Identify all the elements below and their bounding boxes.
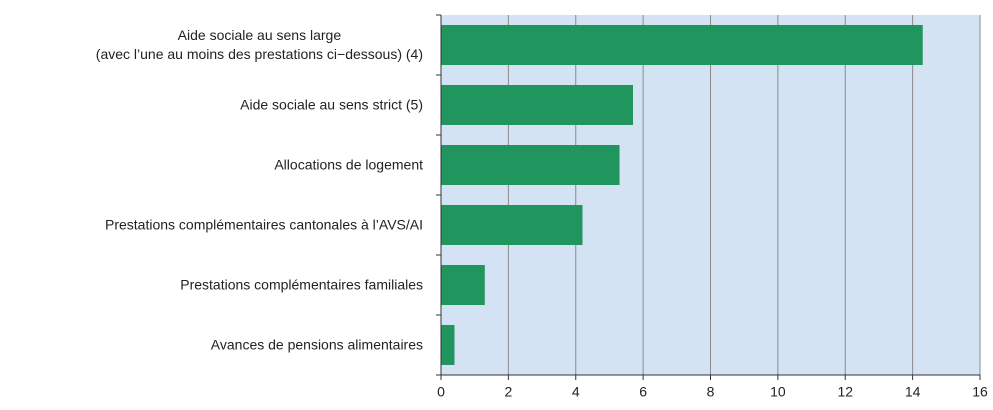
y-tick-label: Allocations de logement: [274, 156, 423, 173]
y-tick-label: Aide sociale au sens large (avec l’une a…: [95, 27, 423, 62]
x-tick-label: 12: [837, 384, 853, 400]
bar: [441, 145, 620, 185]
x-tick-label: 8: [707, 384, 715, 400]
x-tick-label: 6: [639, 384, 647, 400]
x-tick-label: 2: [504, 384, 512, 400]
y-tick-label: Aide sociale au sens strict (5): [240, 96, 423, 113]
x-tick-label: 0: [437, 384, 445, 400]
bar: [441, 325, 455, 365]
bar: [441, 25, 923, 65]
x-tick-label: 10: [770, 384, 786, 400]
y-tick-label: Prestations complémentaires cantonales à…: [104, 216, 423, 233]
x-tick-label: 4: [572, 384, 580, 400]
x-tick-label: 16: [972, 384, 988, 400]
bar: [441, 205, 583, 245]
bar: [441, 85, 634, 125]
x-tick-label: 14: [905, 384, 921, 400]
bar: [441, 265, 485, 305]
y-tick-label: Avances de pensions alimentaires: [210, 336, 423, 353]
y-tick-label: Prestations complémentaires familiales: [180, 276, 423, 293]
